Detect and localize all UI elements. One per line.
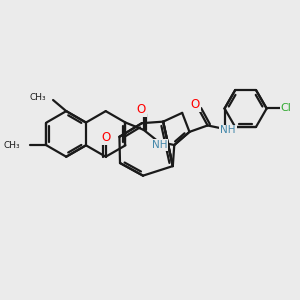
Text: CH₃: CH₃ xyxy=(4,141,20,150)
Text: NH: NH xyxy=(220,125,236,135)
Text: Cl: Cl xyxy=(281,103,292,113)
Text: CH₃: CH₃ xyxy=(29,93,46,102)
Text: O: O xyxy=(102,131,111,144)
Text: O: O xyxy=(136,103,146,116)
Text: O: O xyxy=(191,98,200,112)
Text: NH: NH xyxy=(152,140,167,150)
